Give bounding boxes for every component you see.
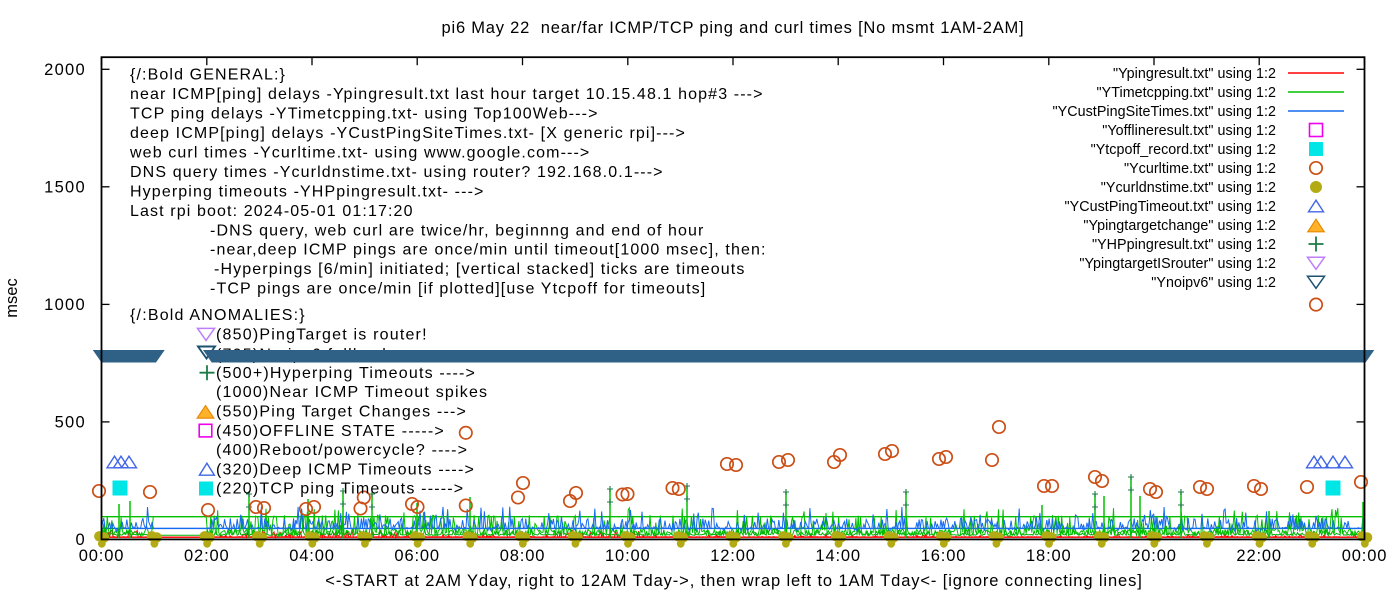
svg-text:"YCustPingSiteTimes.txt" using: "YCustPingSiteTimes.txt" using 1:2 <box>1053 104 1276 120</box>
svg-text:pi6 May 22 near/far ICMP/TCP: pi6 May 22 near/far ICMP/TCP ping and cu… <box>442 19 1025 37</box>
svg-text:20:00: 20:00 <box>1131 547 1177 565</box>
svg-text:16:00: 16:00 <box>921 547 967 565</box>
svg-text:02:00: 02:00 <box>184 547 230 565</box>
svg-text:1000: 1000 <box>44 296 86 314</box>
svg-text:1500: 1500 <box>44 178 86 196</box>
svg-text:"YTimetcpping.txt" using 1:2: "YTimetcpping.txt" using 1:2 <box>1097 85 1277 101</box>
svg-text:18:00: 18:00 <box>1026 547 1072 565</box>
svg-text:-DNS query, web curl are twice: -DNS query, web curl are twice/hr, begin… <box>210 222 704 239</box>
svg-text:"YHPpingresult.txt" using 1:2: "YHPpingresult.txt" using 1:2 <box>1092 237 1276 253</box>
svg-text:"Ypingtargetchange" using 1:2: "Ypingtargetchange" using 1:2 <box>1083 218 1276 234</box>
svg-text:14:00: 14:00 <box>815 547 861 565</box>
svg-text:Hyperping timeouts -YHPpingres: Hyperping timeouts -YHPpingresult.txt- -… <box>130 183 485 200</box>
svg-text:"Ytcpoff_record.txt" using 1:2: "Ytcpoff_record.txt" using 1:2 <box>1091 142 1276 158</box>
svg-text:Last rpi boot: 2024-05-01 01:1: Last rpi boot: 2024-05-01 01:17:20 <box>130 203 414 220</box>
svg-text:(850)PingTarget is router!: (850)PingTarget is router! <box>216 326 428 343</box>
svg-text:"Yofflineresult.txt" using 1:2: "Yofflineresult.txt" using 1:2 <box>1102 123 1276 139</box>
svg-text:"Ycurldnstime.txt" using 1:2: "Ycurldnstime.txt" using 1:2 <box>1101 180 1276 196</box>
svg-text:(320)Deep ICMP Timeouts ---->: (320)Deep ICMP Timeouts ----> <box>216 461 475 478</box>
svg-text:(220)TCP ping Timeouts ----->: (220)TCP ping Timeouts -----> <box>216 481 464 498</box>
svg-text:msec: msec <box>3 278 21 317</box>
svg-text:06:00: 06:00 <box>394 547 440 565</box>
svg-text:TCP ping delays -YTimetcpping.: TCP ping delays -YTimetcpping.txt- using… <box>130 106 599 123</box>
svg-text:<-START at 2AM Yday, right to: <-START at 2AM Yday, right to 12AM Tday-… <box>325 572 1142 590</box>
svg-text:"Ynoipv6" using 1:2: "Ynoipv6" using 1:2 <box>1151 275 1276 291</box>
svg-text:-Hyperpings [6/min] initiated;: -Hyperpings [6/min] initiated; [vertical… <box>214 261 745 278</box>
svg-text:2000: 2000 <box>44 61 86 79</box>
svg-text:500: 500 <box>55 413 86 431</box>
svg-text:near ICMP[ping] delays -Ypingr: near ICMP[ping] delays -Ypingresult.txt … <box>130 86 764 103</box>
svg-text:deep ICMP[ping] delays -YCustP: deep ICMP[ping] delays -YCustPingSiteTim… <box>130 125 686 142</box>
svg-text:12:00: 12:00 <box>710 547 756 565</box>
svg-text:-TCP pings are once/min [if pl: -TCP pings are once/min [if plotted][use… <box>210 281 706 298</box>
svg-text:(500+)Hyperping Timeouts ---->: (500+)Hyperping Timeouts ----> <box>216 365 476 382</box>
svg-text:-near,deep ICMP pings are once: -near,deep ICMP pings are once/min until… <box>210 242 767 259</box>
svg-text:"YCustPingTimeout.txt" using 1: "YCustPingTimeout.txt" using 1:2 <box>1065 199 1276 215</box>
svg-text:08:00: 08:00 <box>500 547 546 565</box>
svg-text:{/:Bold GENERAL:}: {/:Bold GENERAL:} <box>130 67 286 84</box>
svg-text:(400)Reboot/powercycle? ---->: (400)Reboot/powercycle? ----> <box>216 442 468 459</box>
svg-text:(450)OFFLINE STATE ----->: (450)OFFLINE STATE -----> <box>216 423 445 440</box>
svg-text:0: 0 <box>76 531 86 549</box>
svg-text:"YpingtargetISrouter" using 1:: "YpingtargetISrouter" using 1:2 <box>1079 256 1276 272</box>
svg-text:{/:Bold ANOMALIES:}: {/:Bold ANOMALIES:} <box>130 307 306 324</box>
svg-text:00:00: 00:00 <box>1342 547 1388 565</box>
svg-text:DNS query times -Ycurldnstime.: DNS query times -Ycurldnstime.txt- using… <box>130 164 664 181</box>
svg-text:(550)Ping Target Changes --->: (550)Ping Target Changes ---> <box>216 404 467 421</box>
svg-text:00:00: 00:00 <box>79 547 125 565</box>
svg-text:04:00: 04:00 <box>289 547 335 565</box>
svg-text:web curl times -Ycurltime.txt-: web curl times -Ycurltime.txt- using www… <box>129 145 590 162</box>
svg-text:10:00: 10:00 <box>605 547 651 565</box>
svg-text:(1000)Near ICMP Timeout spikes: (1000)Near ICMP Timeout spikes <box>216 384 488 401</box>
svg-text:"Ycurltime.txt" using 1:2: "Ycurltime.txt" using 1:2 <box>1124 161 1276 177</box>
svg-text:22:00: 22:00 <box>1236 547 1282 565</box>
svg-text:"Ypingresult.txt" using 1:2: "Ypingresult.txt" using 1:2 <box>1113 66 1276 82</box>
